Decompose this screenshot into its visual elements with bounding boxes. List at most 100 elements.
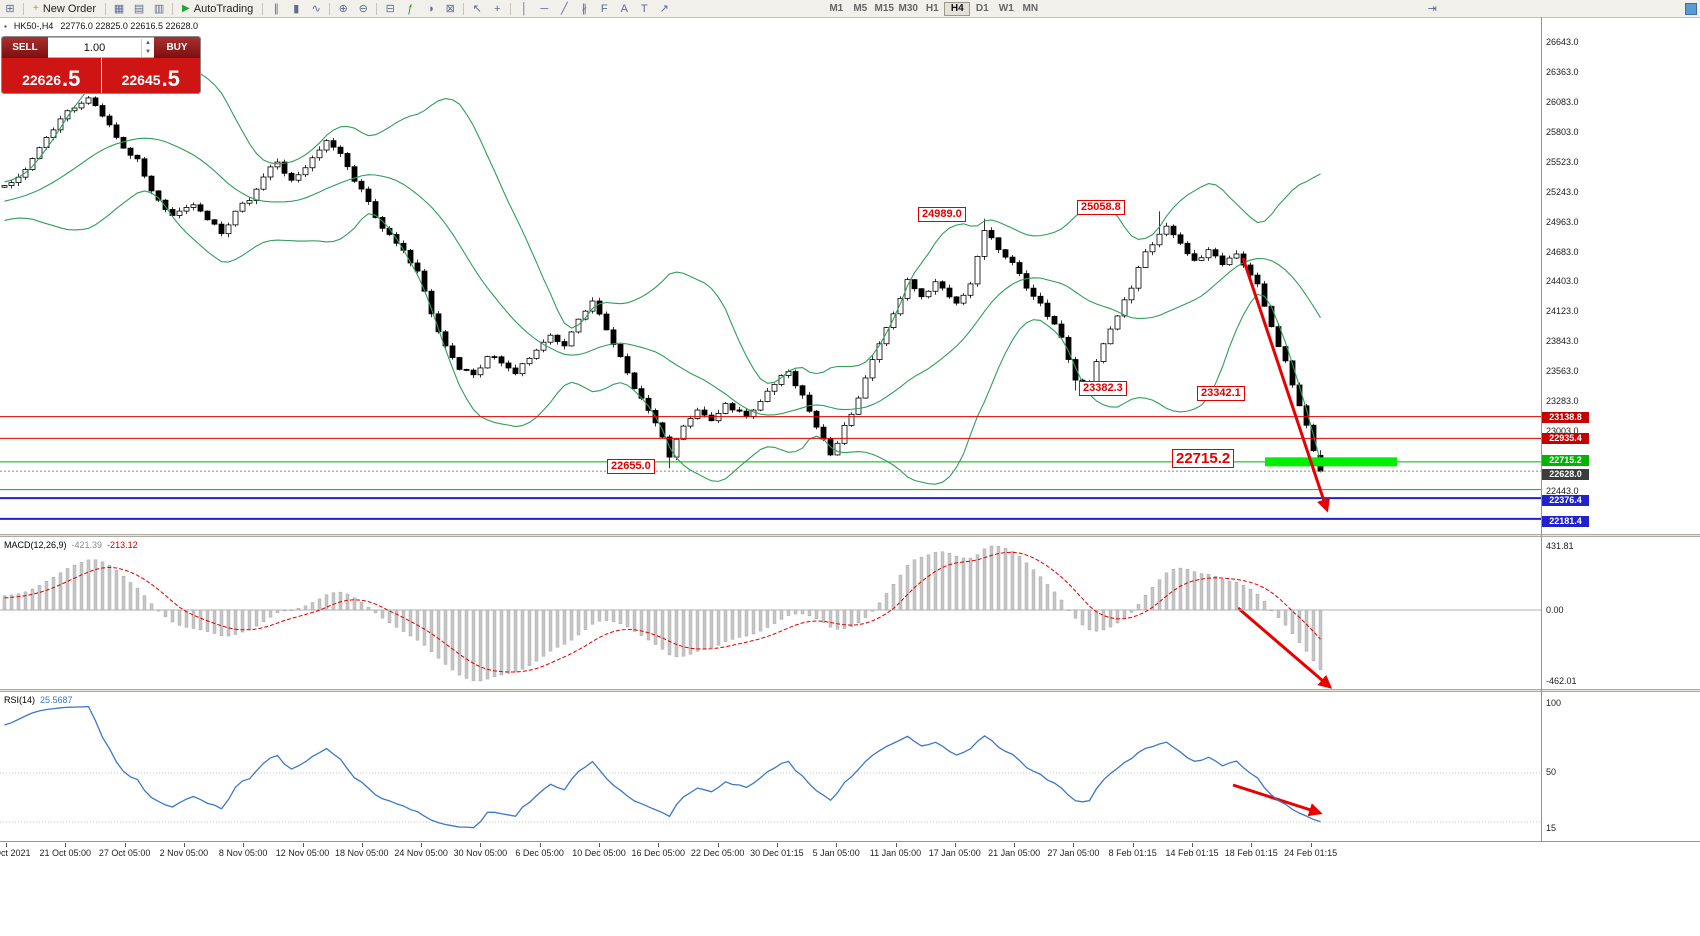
equidistant-channel-icon[interactable]: ∦ — [581, 3, 588, 15]
time-axis-label: 22 Dec 05:00 — [690, 848, 745, 858]
price-label-flag[interactable]: 23382.3 — [1079, 381, 1127, 396]
trend-arrow[interactable] — [1237, 606, 1333, 689]
chart-shift-icon[interactable]: ⇥ — [1427, 3, 1437, 15]
timeframe-mn-button[interactable]: MN — [1022, 2, 1039, 14]
volume-up-button[interactable]: ▲ — [145, 39, 151, 46]
price-label-flag[interactable]: 22715.2 — [1172, 449, 1235, 468]
new-chart-icon[interactable]: ⊞ — [5, 3, 15, 15]
timeframe-m30-button[interactable]: M30 — [898, 2, 918, 14]
timeframe-m15-button[interactable]: M15 — [874, 2, 894, 14]
toolbar-separator — [329, 2, 331, 15]
macd-panel[interactable] — [0, 537, 1541, 689]
sell-button[interactable]: SELL — [2, 37, 48, 58]
price-axis-label: 26643.0 — [1546, 37, 1579, 47]
text-icon[interactable]: A — [620, 2, 628, 15]
green-highlight-bar[interactable] — [1265, 457, 1397, 467]
volume-field[interactable]: 1.00 ▲ ▼ — [48, 37, 154, 58]
time-axis-tick — [361, 843, 363, 847]
main-chart[interactable] — [0, 17, 1541, 534]
price-axis-label: 26363.0 — [1546, 66, 1579, 77]
cursor-icon[interactable]: ↖ — [472, 3, 482, 15]
panel-splitter[interactable] — [0, 534, 1700, 537]
price-label-flag[interactable]: 22655.0 — [607, 459, 655, 474]
horizontal-level-lines-group[interactable] — [0, 416, 1541, 520]
trend-arrow[interactable] — [1241, 257, 1330, 513]
templates-icon[interactable]: ⊠ — [445, 3, 455, 15]
timeframe-m5-button[interactable]: M5 — [853, 2, 868, 14]
horizontal-line-icon[interactable]: ─ — [540, 2, 549, 15]
price-tag[interactable]: 22376.4 — [1542, 495, 1589, 507]
bar-chart-mode-icon[interactable]: ∥ — [273, 3, 280, 15]
time-axis-label: 21 Oct 05:00 — [39, 848, 92, 858]
periods-icon[interactable]: ◑ — [426, 2, 434, 15]
time-axis-label: 12 Nov 05:00 — [275, 848, 330, 858]
price-label-flag[interactable]: 25058.8 — [1077, 200, 1125, 215]
time-axis-tick — [1073, 843, 1075, 847]
time-axis-tick — [243, 843, 245, 847]
time-axis-label: 17 Jan 05:00 — [928, 848, 981, 858]
chart-context-icon: ▪ — [4, 21, 7, 31]
time-axis-label: 30 Dec 01:15 — [750, 848, 804, 858]
sell-price[interactable]: 22626 .5 — [2, 58, 101, 93]
crosshair-icon[interactable]: + — [494, 2, 501, 15]
price-tag[interactable]: 23138.8 — [1542, 411, 1589, 423]
profiles-icon[interactable]: ▦ — [113, 3, 125, 15]
macd-axis-label: 0.00 — [1546, 605, 1564, 615]
candles-group — [1, 96, 1324, 473]
panel-splitter[interactable] — [0, 689, 1700, 692]
time-axis-tick — [1132, 843, 1134, 847]
timeframe-h1-button[interactable]: H1 — [925, 2, 939, 14]
text-label-icon[interactable]: T — [640, 2, 648, 15]
new-order-button[interactable]: + New Order — [27, 1, 102, 17]
time-axis-tick — [954, 843, 956, 847]
time-axis-label: 27 Oct 05:00 — [98, 848, 151, 858]
price-label-flag[interactable]: 23342.1 — [1197, 386, 1245, 401]
macd-signal-line — [4, 551, 1321, 673]
sell-price-pip: .5 — [62, 66, 81, 91]
price-axis-border — [1541, 17, 1542, 841]
time-axis-label: 6 Dec 05:00 — [515, 848, 564, 858]
price-axis-label: 25523.0 — [1546, 156, 1579, 167]
toolbar: ⊞ + New Order ▦ ▤ ▥ ▶ AutoTrading ∥ ▮ ∿ ⊕ ⊖ ⊟ ƒ ◑ ⊠ ↖ + │ ─ ╱… — [0, 0, 1700, 18]
price-axis-label: 26083.0 — [1546, 96, 1579, 107]
zoom-in-icon[interactable]: ⊕ — [338, 3, 348, 15]
time-axis-tick — [895, 843, 897, 847]
buy-price[interactable]: 22645 .5 — [101, 58, 200, 93]
time-axis[interactable]: 15 Oct 2021 21 Oct 05:00 27 Oct 05:00 2 Nov… — [0, 841, 1700, 866]
macd-axis-label: 431.81 — [1546, 541, 1574, 551]
price-tag[interactable]: 22628.0 — [1542, 469, 1589, 481]
price-label-flag[interactable]: 24989.0 — [918, 207, 966, 222]
time-axis-label: 18 Feb 01:15 — [1224, 848, 1278, 858]
price-tag[interactable]: 22181.4 — [1542, 515, 1589, 527]
volume-value: 1.00 — [83, 41, 106, 54]
time-axis-label: 11 Jan 05:00 — [869, 848, 922, 858]
candlestick-mode-icon[interactable]: ▮ — [293, 3, 300, 15]
tile-windows-icon[interactable]: ⊟ — [385, 3, 395, 15]
new-order-button-label: New Order — [42, 2, 97, 15]
navigator-icon[interactable]: ▥ — [153, 3, 165, 15]
buy-button[interactable]: BUY — [154, 37, 200, 58]
macd-label: MACD(12,26,9) -421.39 -213.12 — [4, 540, 138, 550]
time-axis-tick — [480, 843, 482, 847]
price-tag[interactable]: 22935.4 — [1542, 433, 1589, 445]
toolbar-separator — [463, 2, 465, 15]
timeframe-w1-button[interactable]: W1 — [998, 2, 1014, 14]
toolbar-spacer — [674, 8, 824, 9]
timeframe-d1-button[interactable]: D1 — [975, 2, 989, 14]
price-axis-label: 23283.0 — [1546, 396, 1579, 407]
timeframe-m1-button[interactable]: M1 — [829, 2, 844, 14]
volume-down-button[interactable]: ▼ — [145, 48, 151, 55]
arrows-tool-icon[interactable]: ↗ — [659, 3, 669, 15]
market-watch-icon[interactable]: ▤ — [133, 3, 145, 15]
fibonacci-icon[interactable]: F — [600, 2, 608, 15]
indicators-icon[interactable]: ƒ — [407, 2, 414, 15]
line-chart-mode-icon[interactable]: ∿ — [311, 3, 321, 15]
zoom-out-icon[interactable]: ⊖ — [358, 3, 368, 15]
autotrading-button[interactable]: ▶ AutoTrading — [176, 1, 259, 17]
toolbar-separator — [376, 2, 378, 15]
rsi-panel[interactable] — [0, 692, 1541, 841]
timeframe-h4-button[interactable]: H4 — [944, 1, 971, 16]
price-tag[interactable]: 22715.2 — [1542, 454, 1589, 466]
trendline-icon[interactable]: ╱ — [560, 3, 568, 15]
vertical-line-icon[interactable]: │ — [520, 2, 528, 15]
